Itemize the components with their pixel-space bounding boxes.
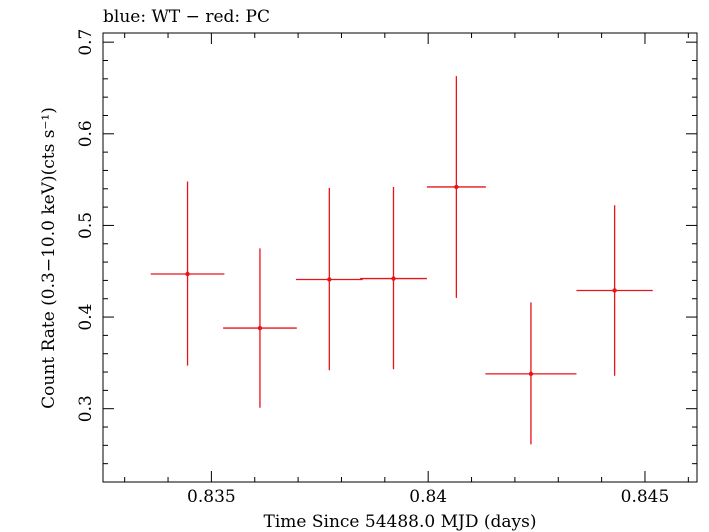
- y-tick-label: 0.4: [76, 304, 96, 331]
- data-point: [150, 181, 225, 366]
- x-axis-label: Time Since 54488.0 MJD (days): [264, 512, 537, 532]
- y-axis: 0.3 0.4 0.5 0.6 0.7: [76, 29, 697, 465]
- data-marker: [454, 184, 459, 190]
- chart-title: blue: WT − red: PC: [103, 7, 270, 27]
- data-marker: [612, 288, 617, 293]
- data-marker: [257, 325, 263, 331]
- data-point: [360, 186, 427, 370]
- x-tick-label: 0.835: [187, 487, 236, 507]
- y-tick-label: 0.7: [76, 29, 96, 56]
- data-point: [576, 205, 653, 376]
- data-point: [223, 248, 297, 408]
- data-series: [150, 76, 653, 445]
- x-tick-label: 0.84: [409, 487, 447, 507]
- data-point: [426, 76, 486, 298]
- data-marker: [185, 271, 190, 277]
- data-point: [485, 302, 577, 445]
- x-tick-label: 0.845: [621, 487, 670, 507]
- data-marker: [327, 277, 332, 282]
- plot-frame: [102, 32, 698, 483]
- data-point: [295, 187, 363, 371]
- x-axis: 0.835 0.84 0.845: [124, 33, 689, 507]
- y-tick-label: 0.6: [76, 120, 96, 147]
- y-tick-label: 0.3: [76, 395, 96, 422]
- y-tick-label: 0.5: [76, 212, 96, 239]
- data-marker: [528, 371, 534, 377]
- y-axis-label: Count Rate (0.3−10.0 keV)(cts s⁻¹): [39, 107, 59, 409]
- data-marker: [391, 276, 396, 281]
